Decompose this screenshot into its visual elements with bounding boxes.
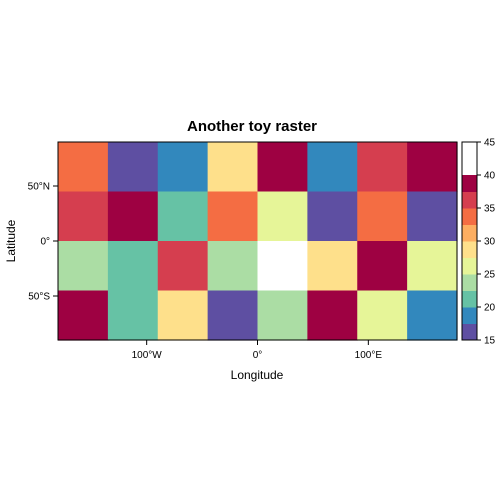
- raster-cell: [58, 290, 109, 341]
- colorbar-tick-label: 25: [484, 270, 496, 281]
- raster-cell: [357, 241, 408, 292]
- colorbar-swatch: [462, 175, 477, 192]
- raster-cell: [357, 290, 408, 341]
- colorbar-swatch: [462, 257, 477, 275]
- raster-cell: [157, 290, 209, 341]
- raster-cell: [257, 142, 308, 193]
- colorbar-tick-label: 35: [484, 204, 496, 215]
- raster-cell: [58, 191, 109, 242]
- colorbar-swatch: [462, 274, 477, 291]
- colorbar-tick-label: 20: [484, 303, 496, 314]
- raster-cell: [307, 142, 358, 193]
- chart-title: Another toy raster: [187, 118, 317, 135]
- raster-cell: [107, 290, 159, 341]
- raster-cell: [357, 142, 408, 193]
- raster-cell: [407, 241, 458, 292]
- raster-cell: [157, 191, 209, 242]
- raster-cell: [307, 191, 358, 242]
- colorbar-swatch: [462, 290, 477, 308]
- raster-cell: [107, 191, 159, 242]
- colorbar-swatch: [462, 191, 477, 209]
- colorbar-swatch: [462, 307, 477, 324]
- colorbar-swatch: [462, 241, 477, 258]
- raster-cell: [357, 191, 408, 242]
- raster-cells: [58, 142, 458, 341]
- raster-cell: [107, 142, 159, 193]
- raster-cell: [58, 241, 109, 292]
- raster-cell: [407, 290, 458, 341]
- x-tick-label: 0°: [253, 350, 263, 361]
- y-tick-label: 50°S: [28, 292, 50, 303]
- raster-cell: [207, 142, 259, 193]
- colorbar-swatch: [462, 224, 477, 242]
- raster-cell: [207, 191, 259, 242]
- x-tick-label: 100°E: [355, 350, 383, 361]
- raster-cell: [107, 241, 159, 292]
- x-tick-label: 100°W: [132, 350, 163, 361]
- x-axis-label: Longitude: [231, 368, 284, 382]
- colorbar-tick-label: 15: [484, 336, 496, 347]
- raster-cell: [407, 142, 458, 193]
- raster-cell: [257, 191, 308, 242]
- y-axis: 50°N 0° 50°S: [28, 182, 58, 303]
- raster-cell: [257, 241, 308, 292]
- colorbar-swatch: [462, 323, 477, 341]
- colorbar-swatch: [462, 208, 477, 225]
- colorbar-tick-label: 45: [484, 138, 496, 149]
- colorbar-tick-label: 40: [484, 171, 496, 182]
- raster-cell: [157, 142, 209, 193]
- colorbar: 15 20 25 30 35 40 45: [461, 138, 496, 347]
- raster-cell: [58, 142, 109, 193]
- y-axis-label: Latitude: [4, 219, 18, 262]
- raster-cell: [307, 241, 358, 292]
- raster-cell: [157, 241, 209, 292]
- raster-cell: [207, 241, 259, 292]
- raster-cell: [257, 290, 308, 341]
- colorbar-tick-label: 30: [484, 237, 496, 248]
- raster-cell: [207, 290, 259, 341]
- x-axis: 100°W 0° 100°E: [132, 340, 383, 361]
- raster-cell: [307, 290, 358, 341]
- raster-cell: [407, 191, 458, 242]
- y-tick-label: 50°N: [28, 182, 50, 193]
- y-tick-label: 0°: [40, 237, 50, 248]
